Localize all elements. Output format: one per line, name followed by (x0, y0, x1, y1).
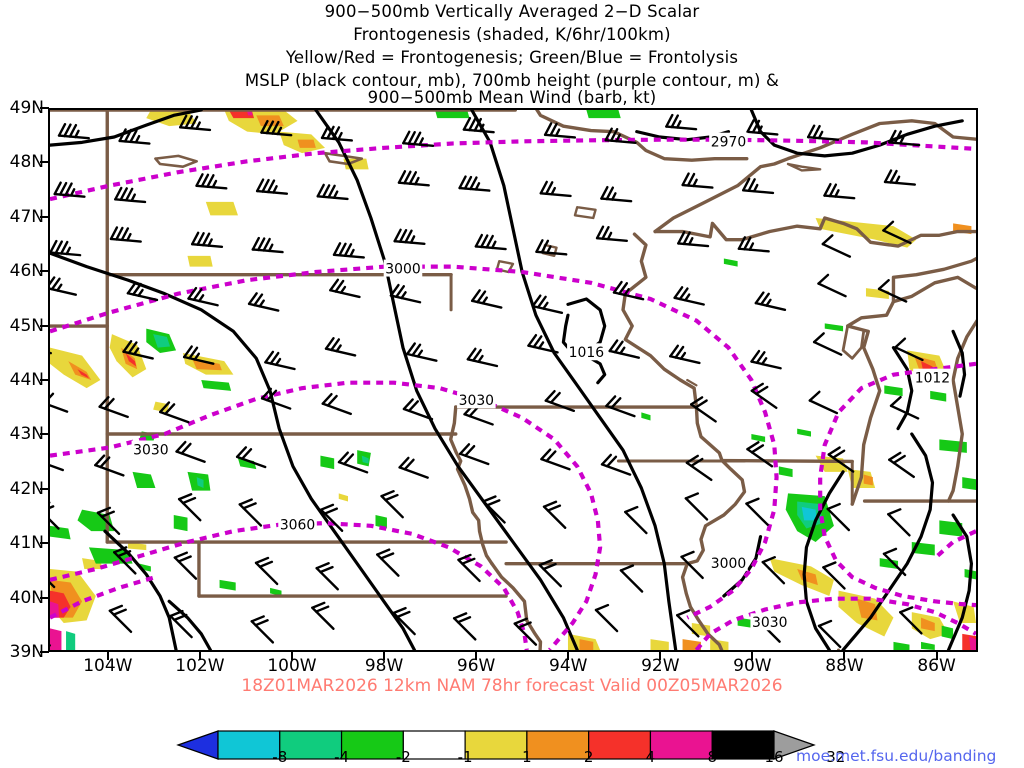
lon-tick-label: 94W (549, 656, 588, 676)
lat-tick (40, 651, 49, 653)
lat-tick (40, 487, 49, 490)
svg-text:2970: 2970 (711, 135, 746, 151)
lat-tick-label: 42N (9, 478, 44, 499)
lat-tick-label: 45N (9, 315, 44, 336)
lon-tick (567, 651, 570, 660)
lon-tick-label: 92W (641, 656, 680, 676)
lon-tick-label: 104W (83, 656, 133, 676)
svg-text:3000: 3000 (711, 556, 746, 572)
lon-tick (659, 651, 662, 660)
title-line-5: 900−500mb Mean Wind (barb, kt) (367, 88, 657, 107)
lat-tick-label: 41N (9, 533, 44, 554)
svg-text:1016: 1016 (569, 345, 604, 361)
colorbar-tick-label: 4 (645, 748, 656, 766)
lon-tick (935, 651, 938, 660)
colorbar[interactable]: -8 -4 -2 -1 1 2 4 8 16 32 (176, 722, 845, 768)
map-canvas: 2970 3000 3030 3030 3060 3000 3030 1016 1012 (50, 110, 976, 650)
title-line-1: 900−500mb Vertically Averaged 2−D Scalar (324, 2, 700, 21)
lon-tick (383, 651, 386, 660)
svg-text:3000: 3000 (385, 262, 420, 278)
lon-tick (843, 651, 846, 660)
height-contour-layer (50, 137, 976, 650)
lon-tick-label: 90W (733, 656, 772, 676)
mslp-contour-layer (50, 110, 974, 650)
lon-tick (475, 651, 478, 660)
forecast-caption: 18Z01MAR2026 12km NAM 78hr forecast Vali… (241, 676, 783, 696)
lat-tick-label: 44N (9, 370, 44, 390)
colorbar-tick-label: -2 (395, 748, 411, 766)
svg-text:3030: 3030 (459, 393, 494, 409)
lat-tick-label: 43N (9, 424, 44, 445)
lon-tick-label: 96W (456, 656, 496, 676)
svg-text:3030: 3030 (752, 615, 787, 631)
lon-tick (198, 651, 201, 660)
colorbar-tick-label: -4 (334, 748, 350, 766)
lon-tick-label: 102W (175, 656, 225, 676)
colorbar-tick-label: -8 (272, 748, 288, 766)
colorbar-tick-label: 2 (583, 748, 594, 766)
lon-tick (291, 651, 293, 660)
lat-tick-label: 40N (9, 587, 44, 608)
svg-text:1012: 1012 (915, 371, 950, 387)
lat-tick-label: 39N (9, 642, 44, 662)
lat-tick (40, 379, 49, 381)
lon-tick-label: 86W (917, 656, 956, 676)
colorbar-tick-label: 8 (707, 748, 717, 766)
lat-tick (40, 542, 49, 545)
lat-tick-label: 47N (9, 206, 44, 227)
map-plot-area[interactable]: 2970 3000 3030 3030 3060 3000 3030 1016 1012 (48, 108, 978, 652)
lat-tick (40, 107, 49, 109)
watermark-url: moe.met.fsu.edu/banding (796, 747, 997, 765)
lat-tick (40, 161, 49, 164)
lon-tick (751, 651, 754, 660)
lon-tick (106, 651, 109, 660)
lon-tick-label: 98W (364, 656, 404, 676)
colorbar-tick-label: -1 (457, 748, 473, 766)
contour-label-layer: 2970 3000 3030 3030 3060 3000 3030 1016 1012 (131, 132, 952, 631)
lat-tick (40, 270, 49, 273)
lat-tick-label: 46N (9, 261, 44, 282)
lat-tick (40, 215, 49, 218)
lon-tick-label: 100W (267, 656, 317, 676)
colorbar-tick-label: 32 (826, 748, 846, 766)
colorbar-tick-label: 1 (522, 748, 532, 766)
lat-tick (40, 433, 49, 436)
svg-text:3060: 3060 (280, 517, 315, 533)
title-line-4: MSLP (black contour, mb), 700mb height (… (244, 71, 780, 90)
lat-tick (40, 596, 49, 599)
title-line-2: Frontogenesis (shaded, K/6hr/100km) (353, 25, 671, 44)
lat-tick-label: 48N (9, 152, 44, 173)
wind-barb-layer (50, 113, 924, 649)
svg-text:3030: 3030 (133, 442, 168, 458)
lat-tick-label: 49N (9, 98, 44, 118)
title-line-3: Yellow/Red = Frontogenesis; Green/Blue =… (285, 48, 739, 67)
lat-tick (40, 324, 49, 327)
colorbar-tick-label: 16 (764, 748, 784, 766)
lon-tick-label: 88W (825, 656, 864, 676)
colorbar-swatches (176, 730, 816, 760)
